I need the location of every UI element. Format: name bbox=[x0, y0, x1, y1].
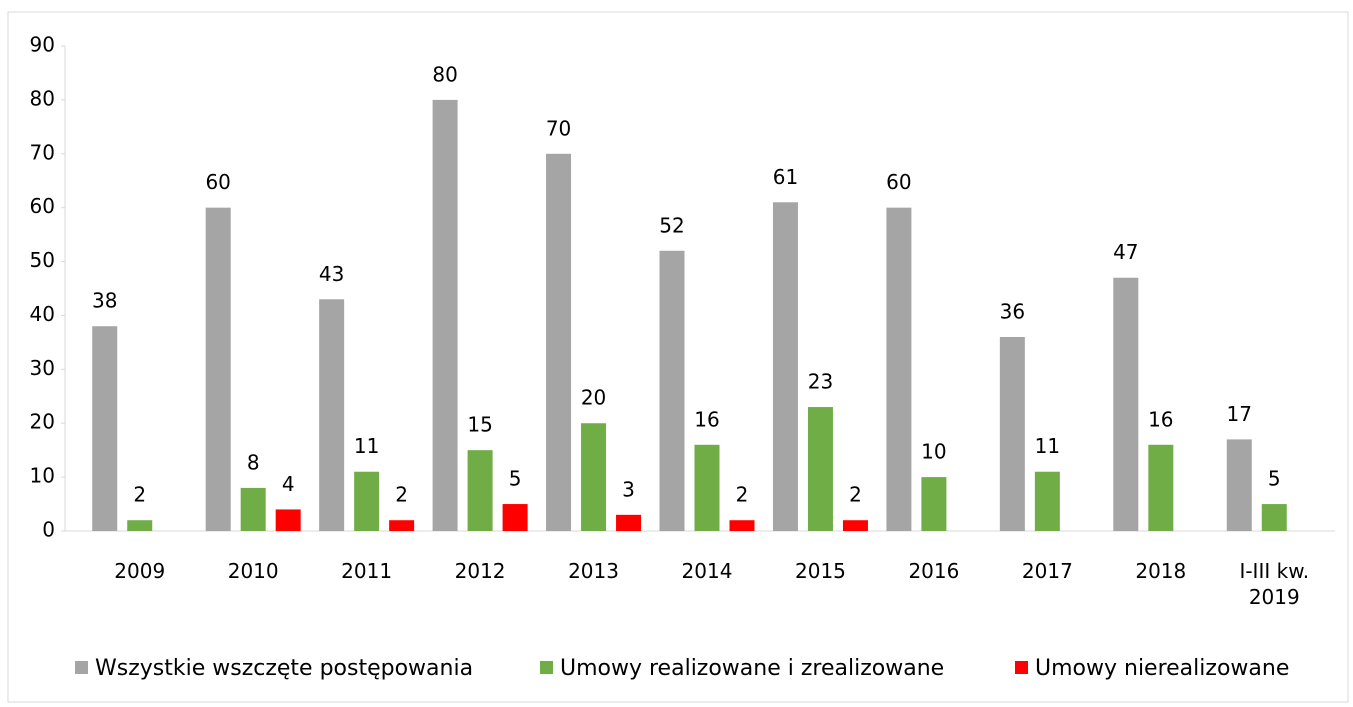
data-label: 5 bbox=[1268, 467, 1281, 491]
data-label: 16 bbox=[694, 407, 719, 431]
bar bbox=[616, 514, 642, 531]
data-label: 52 bbox=[659, 213, 684, 237]
x-tick-label: 2011 bbox=[341, 559, 393, 583]
bar bbox=[694, 444, 720, 531]
bar bbox=[127, 520, 153, 531]
legend-label: Umowy nierealizowane bbox=[1035, 656, 1289, 681]
x-tick-label: I-III kw. 2019 bbox=[1239, 559, 1310, 609]
x-tick-label: 2016 bbox=[908, 559, 960, 583]
x-tick-label: 2009 bbox=[114, 559, 166, 583]
legend-label: Umowy realizowane i zrealizowane bbox=[560, 656, 944, 681]
data-label: 23 bbox=[808, 370, 833, 394]
data-label: 16 bbox=[1148, 407, 1173, 431]
data-label: 60 bbox=[205, 170, 230, 194]
data-label: 43 bbox=[319, 262, 344, 286]
bar bbox=[240, 487, 266, 531]
data-label: 17 bbox=[1227, 402, 1252, 426]
data-label: 2 bbox=[736, 483, 749, 507]
bar bbox=[729, 520, 755, 531]
data-label: 4 bbox=[282, 472, 295, 496]
data-label: 5 bbox=[509, 467, 522, 491]
bar bbox=[886, 207, 912, 531]
data-label: 38 bbox=[92, 289, 117, 313]
data-label: 2 bbox=[133, 483, 146, 507]
x-tick-label: 2010 bbox=[227, 559, 279, 583]
bar bbox=[1113, 277, 1139, 531]
x-tick-label: 2012 bbox=[454, 559, 506, 583]
x-tick-label: 2015 bbox=[795, 559, 846, 583]
bar bbox=[1261, 504, 1287, 531]
bar bbox=[772, 202, 798, 531]
bar bbox=[659, 250, 685, 531]
data-label: 10 bbox=[921, 440, 946, 464]
y-tick-label: 0 bbox=[42, 518, 55, 542]
x-tick-label: 2017 bbox=[1021, 559, 1073, 583]
bar bbox=[205, 207, 231, 531]
data-label: 2 bbox=[849, 483, 862, 507]
bar bbox=[389, 520, 415, 531]
y-tick-label: 80 bbox=[30, 86, 55, 110]
y-tick-label: 20 bbox=[30, 410, 55, 434]
bar bbox=[1034, 471, 1060, 531]
bar bbox=[502, 504, 528, 531]
x-tick-label: 2013 bbox=[568, 559, 619, 583]
data-label: 61 bbox=[773, 165, 798, 189]
data-label: 3 bbox=[622, 477, 635, 501]
data-label: 11 bbox=[1035, 434, 1060, 458]
y-tick-label: 50 bbox=[30, 248, 55, 272]
legend-swatch bbox=[540, 661, 553, 674]
bar bbox=[275, 509, 301, 531]
data-label: 15 bbox=[467, 413, 492, 437]
bar bbox=[432, 99, 458, 531]
legend-swatch bbox=[1015, 661, 1028, 674]
data-label: 80 bbox=[432, 62, 457, 86]
bar bbox=[546, 153, 572, 531]
y-tick-label: 30 bbox=[30, 356, 55, 380]
bar bbox=[921, 477, 947, 531]
chart-border bbox=[7, 11, 1349, 703]
data-label: 70 bbox=[546, 116, 571, 140]
y-tick-label: 40 bbox=[30, 302, 55, 326]
bar bbox=[807, 407, 833, 531]
data-label: 60 bbox=[886, 170, 911, 194]
y-tick-label: 10 bbox=[30, 464, 55, 488]
y-tick-label: 60 bbox=[30, 194, 55, 218]
bar bbox=[354, 471, 380, 531]
data-label: 2 bbox=[395, 483, 408, 507]
y-tick-label: 90 bbox=[30, 33, 55, 57]
data-label: 47 bbox=[1113, 240, 1138, 264]
data-label: 11 bbox=[354, 434, 379, 458]
bar bbox=[999, 337, 1025, 531]
legend-label: Wszystkie wszczęte postępowania bbox=[95, 656, 473, 681]
legend-swatch bbox=[75, 661, 88, 674]
bar bbox=[581, 423, 607, 531]
data-label: 36 bbox=[1000, 300, 1025, 324]
bar bbox=[92, 326, 118, 531]
bar bbox=[319, 299, 345, 531]
x-tick-label: 2018 bbox=[1135, 559, 1187, 583]
x-tick-label: 2014 bbox=[681, 559, 733, 583]
bar bbox=[842, 520, 868, 531]
bar bbox=[467, 450, 493, 531]
y-tick-label: 70 bbox=[30, 140, 55, 164]
bar bbox=[1148, 444, 1174, 531]
data-label: 8 bbox=[247, 450, 260, 474]
data-label: 20 bbox=[581, 386, 606, 410]
bar bbox=[1226, 439, 1252, 531]
